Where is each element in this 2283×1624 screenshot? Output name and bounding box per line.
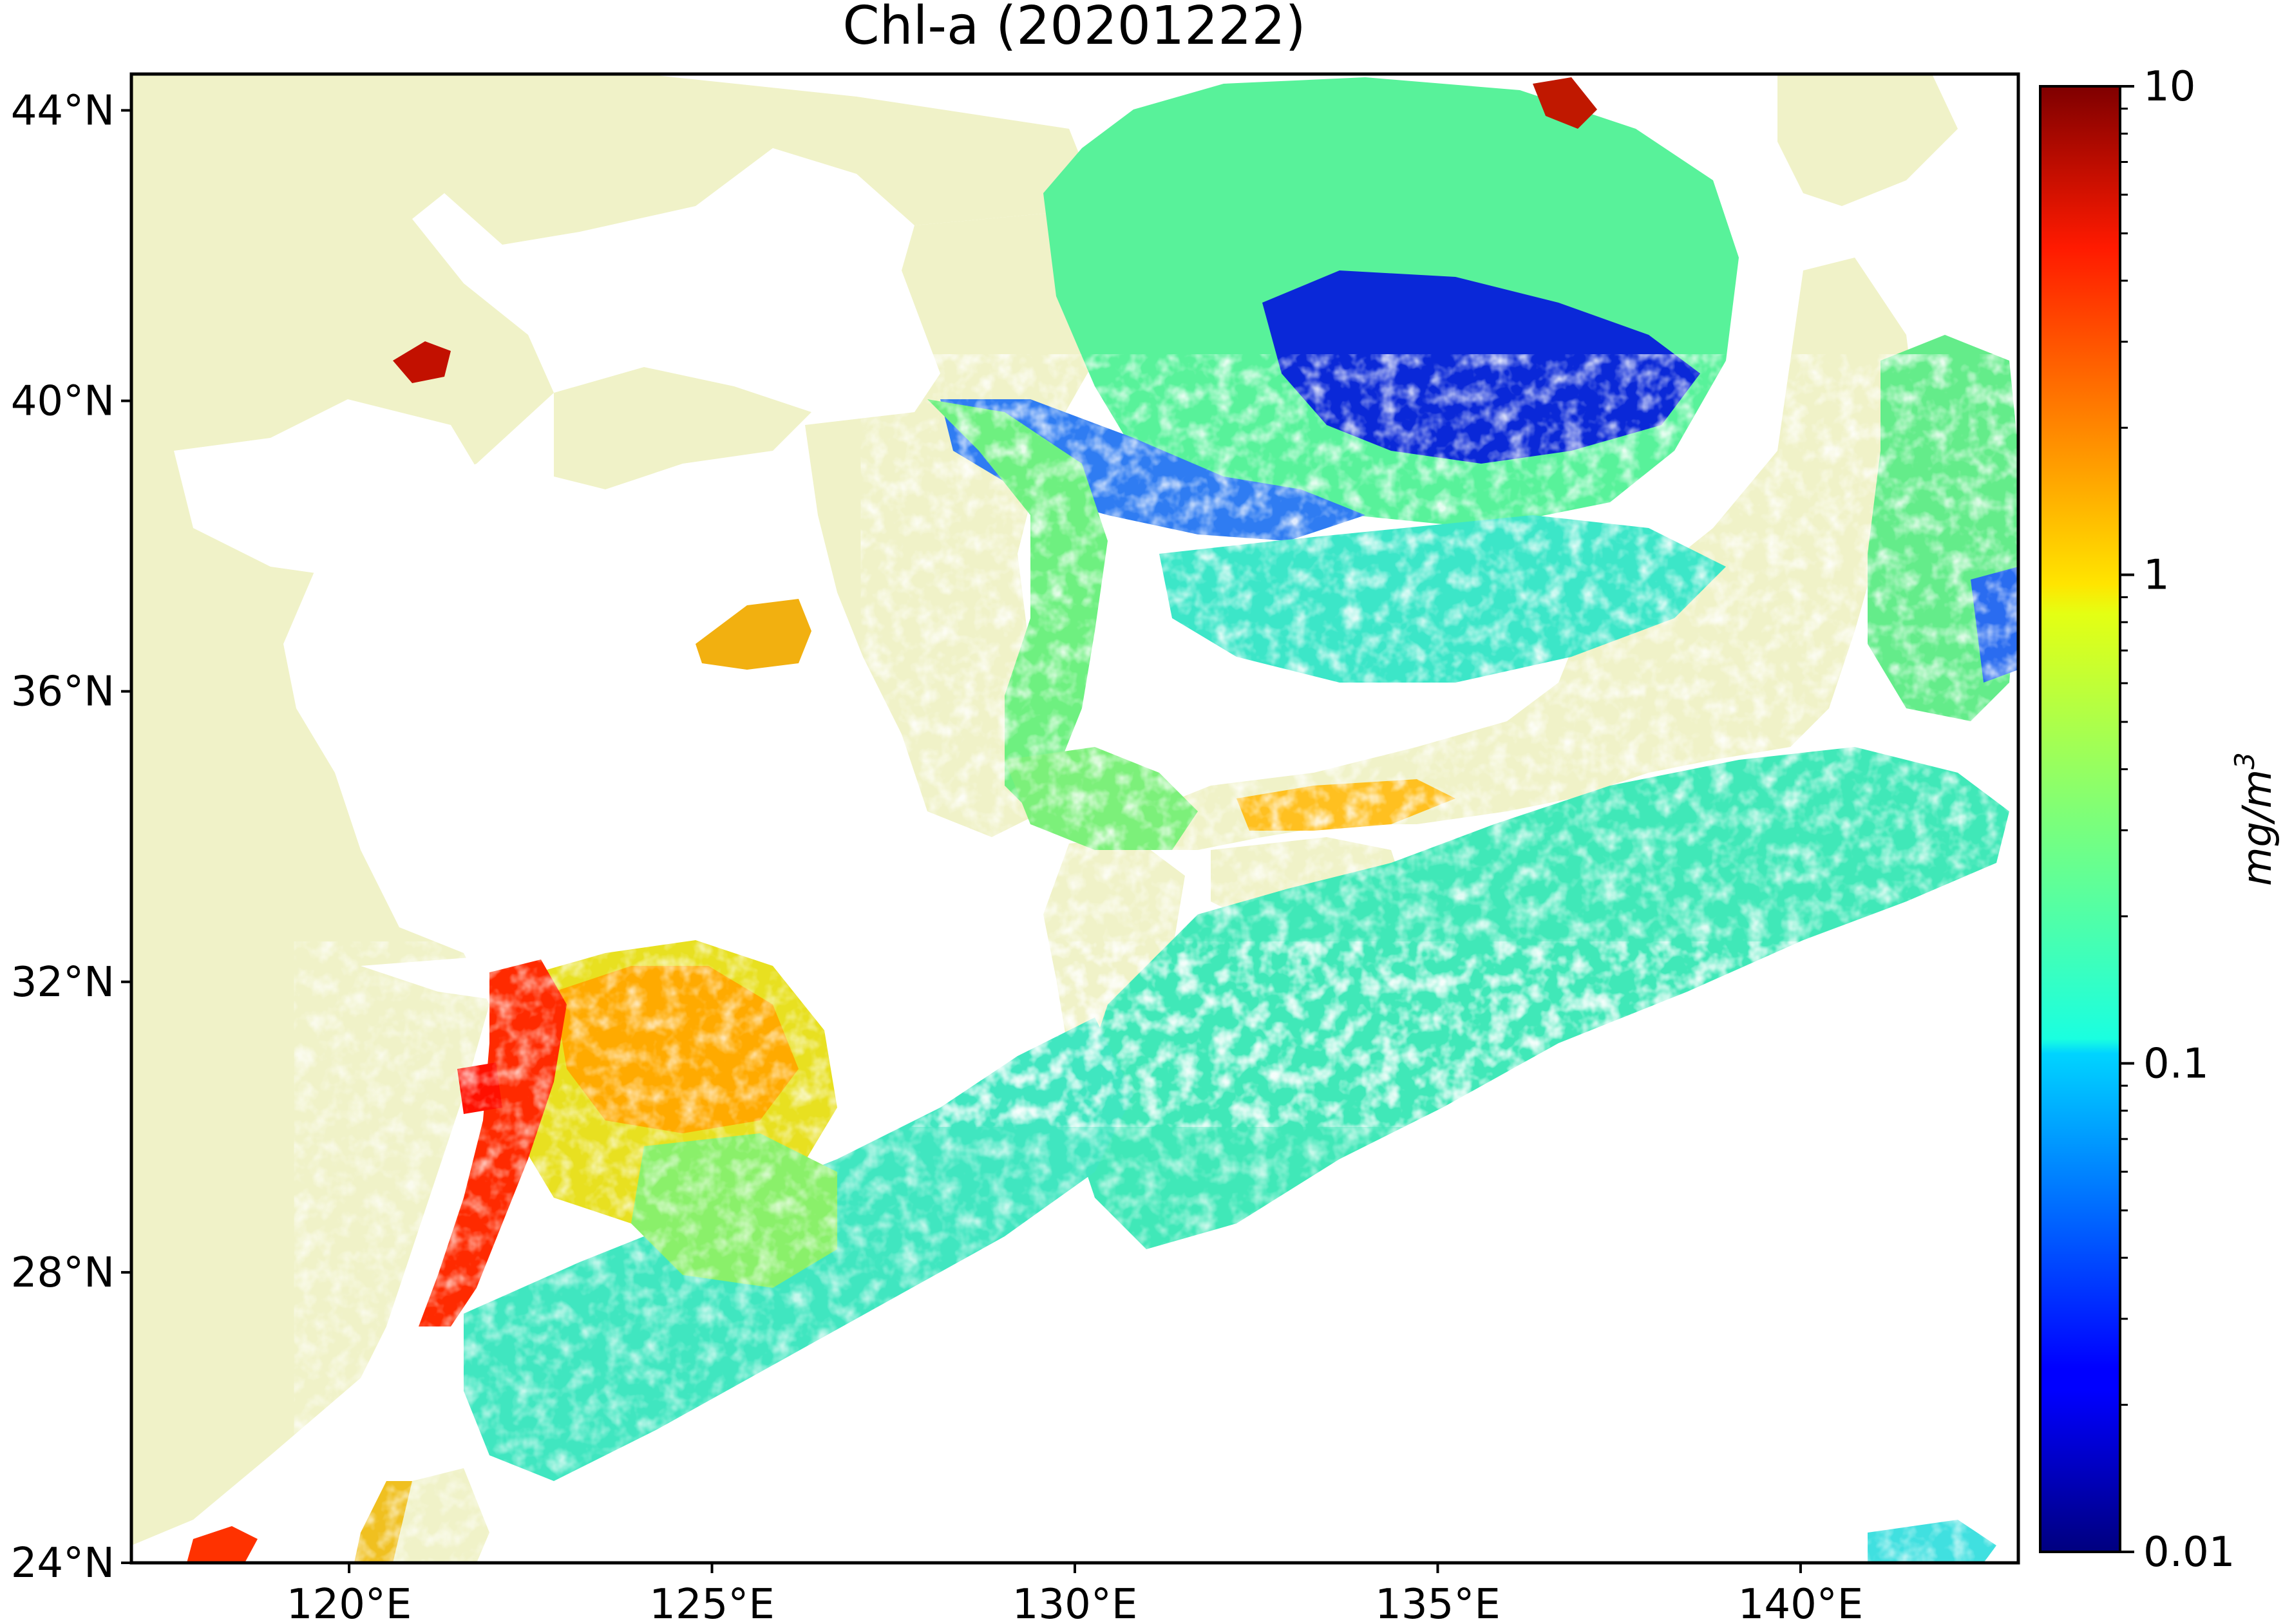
y-tick-label: 32°N (11, 959, 115, 1006)
chl-fujian-coast (187, 1526, 258, 1563)
y-tick-label: 36°N (11, 668, 115, 716)
land-hokkaido (1777, 74, 1958, 206)
y-tick-label: 40°N (11, 378, 115, 426)
colorbar-tick-label: 0.1 (2143, 1040, 2209, 1088)
colorbar-minor-ticks (2120, 108, 2128, 1406)
land-shandong (554, 367, 811, 489)
cloud-yellow-sea (309, 541, 811, 953)
colorbar-label: mg/m3 (2229, 752, 2280, 886)
cloud-speckle-south (451, 998, 2018, 1563)
x-tick-label: 135°E (1375, 1581, 1501, 1624)
colorbar-tick-label: 1 (2143, 552, 2170, 600)
y-tick-label: 44°N (11, 87, 115, 135)
colorbar-gradient (2039, 85, 2121, 1553)
colorbar-label-exp: 3 (2229, 752, 2260, 770)
x-tick-label: 125°E (649, 1581, 775, 1624)
x-tick-label: 130°E (1012, 1581, 1138, 1624)
cloud-bohai (174, 399, 489, 580)
colorbar: 0.01 0.1 1 10 mg/m3 (2039, 63, 2280, 1576)
cloud-speckle (966, 419, 2018, 1062)
chl-hokkaido-red (1533, 77, 1597, 129)
map-panel (131, 74, 2018, 1563)
map-title: Chl-a (20201222) (842, 0, 1305, 57)
x-axis-ticks: 120°E 125°E 130°E 135°E 140°E (287, 1563, 1863, 1624)
y-tick-label: 24°N (11, 1540, 115, 1587)
colorbar-tick-label: 0.01 (2143, 1529, 2235, 1576)
y-tick-label: 28°N (11, 1249, 115, 1297)
x-tick-label: 120°E (287, 1581, 412, 1624)
colorbar-tick-label: 10 (2143, 63, 2195, 111)
chl-shandong-patch (696, 599, 811, 670)
x-tick-label: 140°E (1738, 1581, 1864, 1624)
nodata-clouds (174, 399, 1005, 1005)
chl-sea-of-japan-blue (1262, 270, 1700, 464)
colorbar-ticks: 0.01 0.1 1 10 (2120, 63, 2235, 1576)
chl-bohai-spot (393, 341, 451, 383)
colorbar-label-base: mg/m (2233, 770, 2280, 886)
y-axis-ticks: 24°N 28°N 32°N 36°N 40°N 44°N (11, 87, 131, 1587)
chl-taiwan-strait (354, 1481, 412, 1563)
